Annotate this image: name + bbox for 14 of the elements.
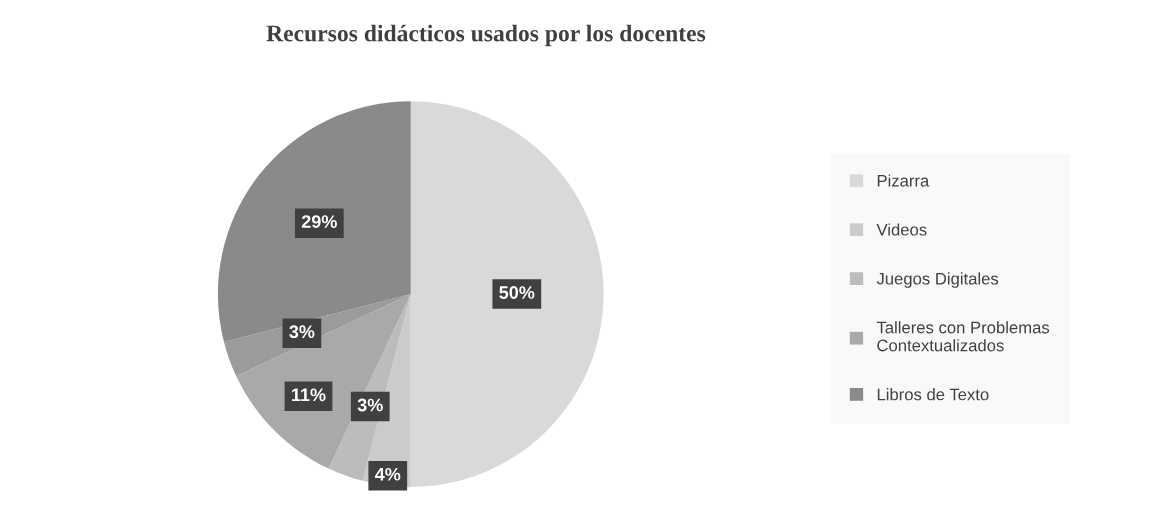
legend-label: Videos [876,223,927,236]
chart-title: Recursos didácticos usados por los docentes [266,24,706,47]
pie-slice [410,101,604,487]
data-label: 11% [292,388,326,402]
legend-label: Talleres con Problemas Contextualizados [876,321,1050,352]
data-label: 3% [357,398,383,412]
data-label: 50% [499,286,535,299]
data-label: 4% [375,467,401,481]
legend-label: Pizarra [877,174,930,187]
data-label: 29% [301,215,337,228]
pie-slice [217,101,411,343]
legend-label: Juegos Digitales [876,272,999,288]
legend-label: Libros de Texto [877,388,989,401]
data-label: 3% [289,325,315,339]
